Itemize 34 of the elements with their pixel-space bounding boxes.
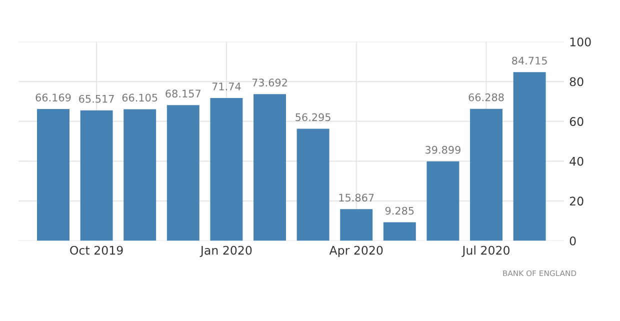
- y-tick-label: 80: [570, 77, 584, 86]
- data-label: 9.285: [385, 206, 414, 215]
- bar: [254, 94, 286, 241]
- bar: [210, 98, 243, 241]
- bar: [80, 110, 113, 241]
- y-tick-label: 20: [570, 196, 584, 206]
- bar: [513, 72, 546, 241]
- data-label: 56.295: [296, 113, 330, 122]
- x-tick-label: Apr 2020: [329, 246, 383, 258]
- data-label: 66.105: [122, 94, 158, 102]
- y-tick-label: 100: [570, 37, 591, 46]
- data-label: 66.288: [468, 93, 504, 102]
- x-tick-label: Oct 2019: [70, 246, 123, 255]
- bar: [383, 222, 416, 241]
- x-tick-label: Jul 2020: [462, 246, 510, 257]
- data-label: 66.169: [36, 94, 71, 102]
- y-tick-label: 0: [570, 236, 576, 246]
- bar: [340, 209, 373, 241]
- data-label: 71.74: [212, 82, 241, 90]
- bar: [124, 109, 156, 241]
- data-label: 73.692: [252, 78, 287, 87]
- data-label: 39.899: [426, 146, 460, 154]
- bar: [296, 128, 330, 241]
- bar: [426, 161, 460, 241]
- x-tick-label: Jan 2020: [200, 246, 252, 257]
- data-label: 68.157: [166, 90, 200, 98]
- bar: [166, 105, 200, 241]
- y-tick-label: 60: [570, 117, 584, 126]
- data-label: 84.715: [512, 56, 547, 65]
- bar: [37, 109, 70, 241]
- data-label: 15.867: [339, 194, 374, 202]
- y-tick-label: 40: [570, 156, 584, 166]
- data-label: 65.517: [79, 94, 114, 103]
- bar: [470, 108, 502, 241]
